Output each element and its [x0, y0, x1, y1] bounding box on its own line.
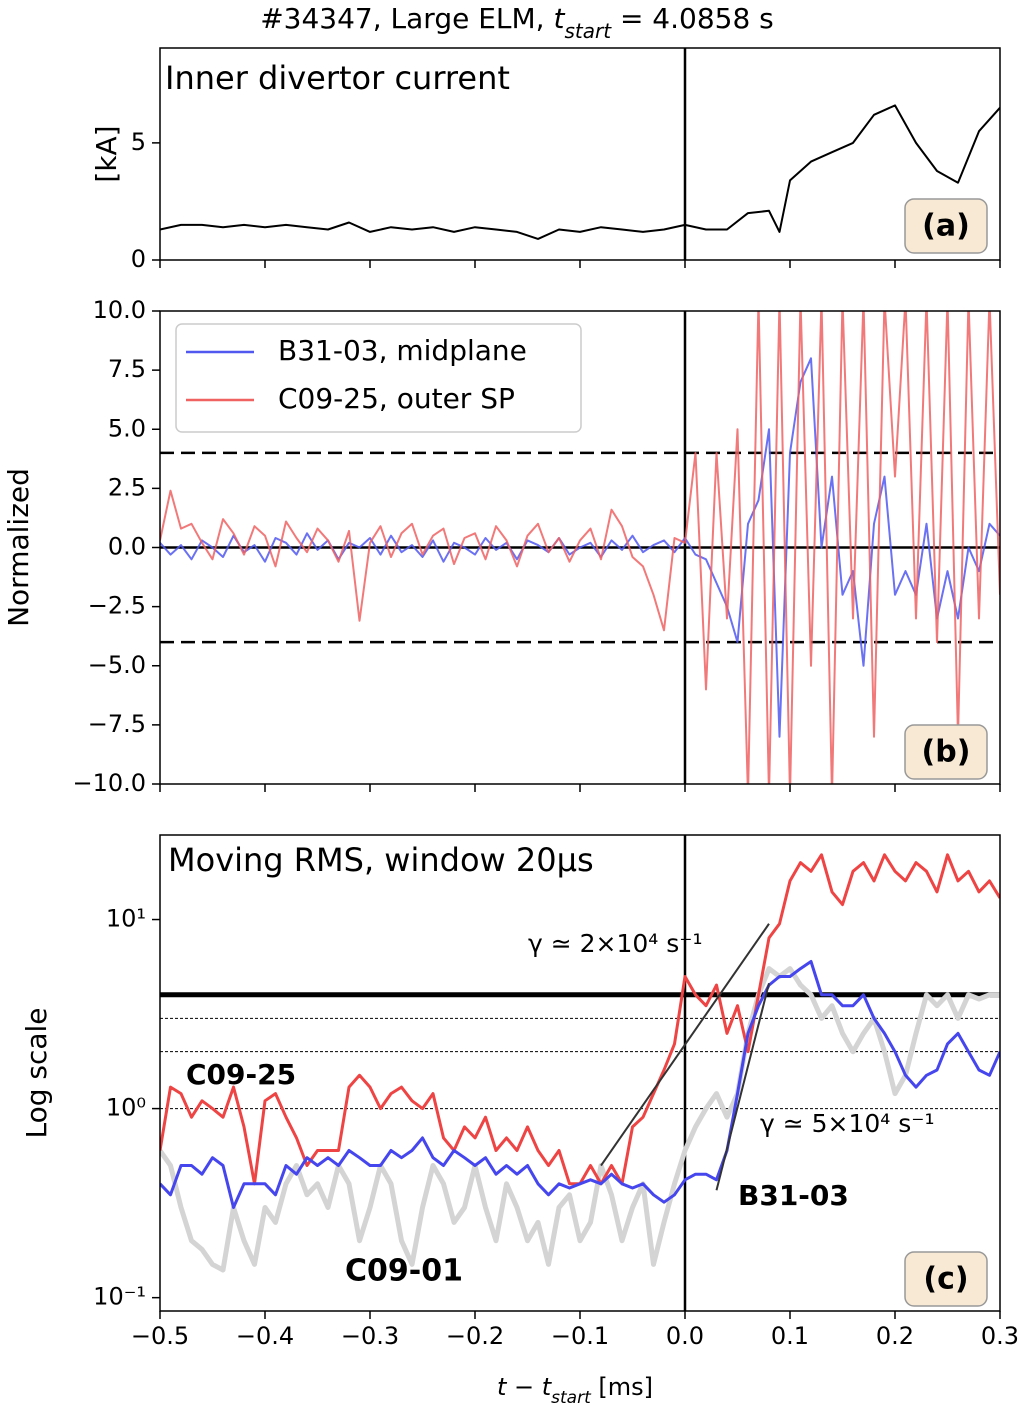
text-part: [ms]	[591, 1373, 653, 1401]
plot-area	[160, 835, 1000, 1311]
x-tick-label: 0.3	[981, 1322, 1019, 1350]
y-tick-label: 2.5	[108, 473, 146, 501]
series-line	[160, 104, 1000, 240]
x-tick-label: −0.4	[236, 1322, 294, 1350]
y-axis-label: [kA]	[90, 125, 123, 182]
series-line	[160, 311, 1000, 784]
x-tick-label: −0.2	[446, 1322, 504, 1350]
panel-tag: (b)	[922, 735, 971, 770]
x-tick-label: 0.1	[771, 1322, 809, 1350]
y-tick-label: 10.0	[93, 296, 146, 324]
panel-tag: (a)	[922, 209, 970, 244]
y-tick-label: 0.0	[108, 533, 146, 561]
annotation: Moving RMS, window 20μs	[168, 841, 594, 879]
x-tick-label: 0.2	[876, 1322, 914, 1350]
text-part: start	[564, 19, 612, 43]
legend-box	[175, 323, 582, 433]
y-axis-label: Normalized	[2, 468, 35, 627]
annotation: C09-01	[345, 1254, 463, 1289]
text-part: #34347, Large ELM,	[260, 2, 553, 35]
series-line	[160, 966, 1000, 1273]
y-tick-label: 5	[131, 128, 146, 156]
annotation: γ ≃ 5×10⁴ s⁻¹	[760, 1109, 935, 1138]
figure-title: #34347, Large ELM, tstart = 4.0858 s	[260, 2, 774, 43]
text-part: = 4.0858 s	[611, 2, 774, 35]
axes-frame	[159, 310, 1001, 785]
y-tick-label: 5.0	[108, 414, 146, 442]
annotation: B31-03	[738, 1179, 849, 1212]
series-line	[160, 960, 1000, 1209]
panel-tag-box	[904, 1251, 988, 1307]
x-tick-label: −0.3	[341, 1322, 399, 1350]
x-tick-label: 0.0	[666, 1322, 704, 1350]
legend-label: C09-25, outer SP	[278, 382, 515, 415]
axes-frame	[159, 834, 1001, 1312]
fit-line	[715, 983, 770, 1191]
annotation: γ ≃ 2×10⁴ s⁻¹	[528, 929, 703, 958]
legend-label: B31-03, midplane	[278, 334, 527, 367]
text-part: t − t	[497, 1373, 553, 1401]
series-line	[160, 357, 1000, 738]
y-tick-label: 10⁻¹	[93, 1283, 146, 1311]
text-part: start	[551, 1388, 592, 1408]
y-tick-label: −10.0	[72, 769, 146, 797]
panel-tag-box	[904, 198, 988, 254]
x-tick-label: −0.5	[131, 1322, 189, 1350]
axes-frame	[159, 47, 1001, 261]
fit-line	[600, 923, 770, 1167]
y-tick-label: 0	[131, 245, 146, 273]
plot-area	[160, 311, 1000, 784]
y-tick-label: −5.0	[88, 651, 146, 679]
y-tick-label: 10⁰	[106, 1094, 146, 1122]
y-tick-label: 10¹	[106, 905, 146, 933]
panel-tag: (c)	[923, 1262, 968, 1297]
x-axis-label: t − tstart [ms]	[497, 1373, 653, 1408]
y-tick-label: −2.5	[88, 592, 146, 620]
y-tick-label: −7.5	[88, 710, 146, 738]
annotation: C09-25	[186, 1058, 296, 1091]
x-tick-label: −0.1	[551, 1322, 609, 1350]
y-axis-label: Log scale	[20, 1007, 53, 1138]
annotation: Inner divertor current	[165, 59, 510, 97]
plot-area	[160, 48, 1000, 260]
panel-tag-box	[904, 724, 988, 780]
text-part: t	[553, 2, 565, 35]
y-tick-label: 7.5	[108, 355, 146, 383]
